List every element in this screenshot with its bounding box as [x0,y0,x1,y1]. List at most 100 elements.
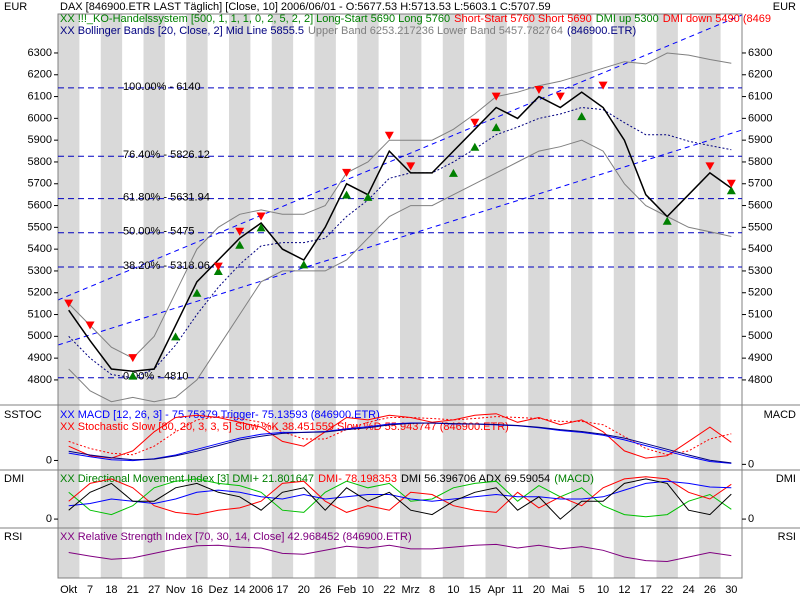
indicator-header: DAX [846900.ETR LAST Täglich] [Close, 10… [60,1,551,13]
y-tick-label-right: 5600 [748,199,772,211]
x-tick-label: Dez [209,584,229,596]
long-signal [470,142,480,151]
header-segment: XX Directional Movement Index [3] DMI+ 2… [60,473,314,485]
short-signal [213,262,223,271]
header-segment: XX Relative Strength Index [70, 30, 14, … [60,531,412,543]
y-tick-label: 6000 [28,112,52,124]
x-tick-label: 10 [447,584,459,596]
y-axis-label: DMI [4,473,24,485]
x-tick-label: Okt [60,584,77,596]
x-tick-label: 17 [276,584,288,596]
stripe [100,14,123,578]
y-tick-label-right: 4900 [748,352,772,364]
y-tick-label: 5400 [28,243,52,255]
series-line [68,416,732,456]
y-tick-label: 5000 [28,330,52,342]
short-signal [598,81,608,90]
y2-axis-label: DMI [776,473,796,485]
long-signal [235,240,245,249]
y-tick-label: 5100 [28,308,52,320]
header-segment: DMI- 78.198353 [318,473,397,485]
long-signal [491,123,501,132]
y-axis-label: EUR [4,1,27,13]
x-tick-label: 26 [704,584,716,596]
short-signal [406,162,416,171]
short-signal [491,92,501,101]
header-segment: XX MACD [12, 26, 3] - 75.75379 Trigger- … [60,409,380,421]
short-signal [85,321,95,330]
header-segment: XX !!!_KO-Handelssystem [500, 1, 1, 1, 0… [60,13,450,25]
header-segment: DMI 56.396706 ADX 69.59054 [401,473,550,485]
x-tick-label: 14 [234,584,246,596]
short-signal [726,179,736,188]
y-tick-label-right: 6000 [748,112,772,124]
long-signal [299,260,309,269]
x-tick-label: Apr [488,584,505,596]
y-tick-label-right: 5900 [748,134,772,146]
series-line [68,422,732,464]
y-tick-label-right: 5500 [748,221,772,233]
header-segment: XX Bollinger Bands [20, Close, 2] Mid Li… [60,25,304,37]
y-tick-label-right: 6300 [748,47,772,59]
stripe [271,14,294,578]
y-tick-label-right: 5300 [748,265,772,277]
stripe [571,14,593,578]
header-segment: DAX [846900.ETR LAST Täglich] [Close, 10… [60,1,551,13]
indicator-header: XX Stochastic Slow [80, 20, 3, 3, 5] Slo… [60,421,509,433]
stripe [143,14,165,578]
header-segment: DMI up 5300 [596,13,659,25]
x-tick-label: 7 [87,584,93,596]
y-axis-label: SSTOC [4,409,42,421]
x-tick-label: 27 [148,584,160,596]
x-tick-label: 26 [319,584,331,596]
fib-label: 50.00% - 5475 [123,226,195,238]
x-tick-label: 11 [512,584,523,596]
series-line [68,139,732,403]
x-tick-label: Nov [166,584,186,596]
fib-label: 38.20% - 5318.06 [123,260,210,272]
y-tick-label: 5900 [28,134,52,146]
x-tick-label: 2006 [249,584,273,596]
indicator-header: XX Directional Movement Index [3] DMI+ 2… [60,473,594,485]
indicator-header: XX MACD [12, 26, 3] - 75.75379 Trigger- … [60,409,380,421]
long-signal [192,288,202,297]
short-signal [555,92,565,101]
x-tick-label: 10 [362,584,374,596]
y-tick-label-right: 6200 [748,69,772,81]
y-tick-label: 0 [46,513,52,525]
y-tick-label: 5600 [28,199,52,211]
stripe [699,14,721,578]
series-line [68,478,732,520]
short-signal [705,162,715,171]
long-signal [662,216,672,225]
short-signal [64,299,74,308]
short-signal [128,354,138,363]
x-tick-label: 30 [725,584,737,596]
plot-frame [57,13,743,579]
long-signal [171,332,181,341]
short-signal [534,86,544,95]
y-tick-label: 6300 [28,47,52,59]
x-tick-label: 10 [597,584,609,596]
x-tick-label: 18 [105,584,117,596]
long-signal [213,266,223,275]
stripe [613,14,636,578]
stripe [314,14,336,578]
x-tick-label: 20 [298,584,310,596]
series-line [68,543,732,563]
fib-label: 0.00% - 4810 [123,371,188,383]
channel-line-lower [57,129,743,346]
x-tick-label: 21 [127,584,139,596]
long-signal [363,192,373,201]
short-signal [342,168,352,177]
x-tick-label: Mai [551,584,569,596]
short-signal [256,212,266,221]
indicator-header: XX Relative Strength Index [70, 30, 14, … [60,531,412,543]
y2-tick-label: 0 [748,513,754,525]
y-tick-label: 4800 [28,374,52,386]
long-signal [342,190,352,199]
stripe [442,14,465,578]
header-segment: XX Stochastic Slow [80, 20, 3, 3, 5] Slo… [60,421,509,433]
x-tick-label: 20 [533,584,545,596]
